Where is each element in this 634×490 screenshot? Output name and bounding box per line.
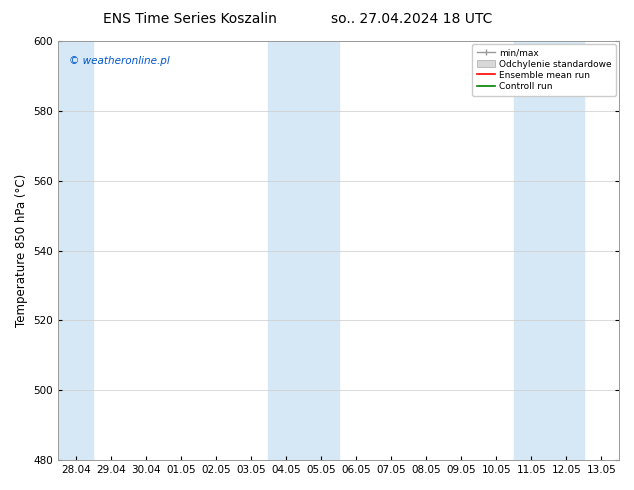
Text: © weatheronline.pl: © weatheronline.pl [69,56,170,66]
Y-axis label: Temperature 850 hPa (°C): Temperature 850 hPa (°C) [15,174,28,327]
Bar [268,41,339,460]
Text: so.. 27.04.2024 18 UTC: so.. 27.04.2024 18 UTC [332,12,493,26]
Text: ENS Time Series Koszalin: ENS Time Series Koszalin [103,12,277,26]
Bar [58,41,93,460]
Bar [514,41,584,460]
Legend: min/max, Odchylenie standardowe, Ensemble mean run, Controll run: min/max, Odchylenie standardowe, Ensembl… [472,44,616,96]
